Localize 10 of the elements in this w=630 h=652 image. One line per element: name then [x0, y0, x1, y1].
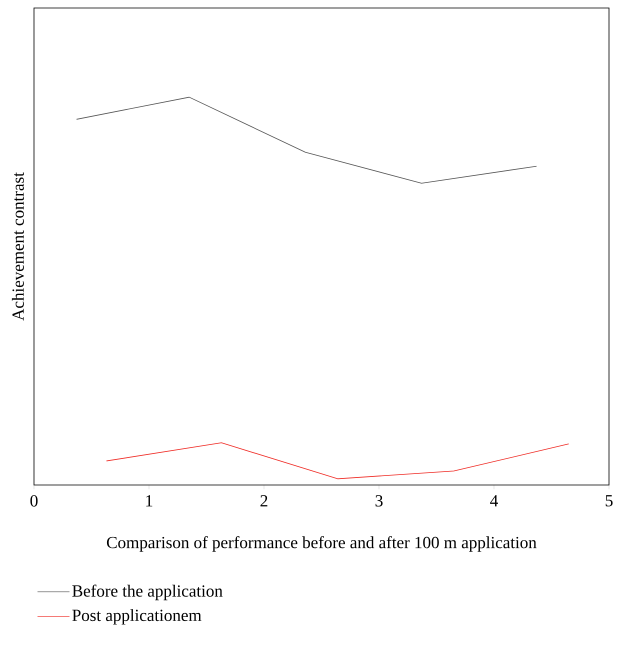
x-tick-label: 3: [376, 495, 383, 507]
x-tick-label: 1: [146, 495, 152, 506]
x-tick-label: 2: [260, 495, 268, 506]
x-axis-title: Comparison of performance before and after 100 m application: [106, 536, 537, 552]
x-tick-label: 0: [30, 495, 38, 507]
y-axis-title: Achievement contrast: [12, 172, 24, 321]
x-tick-label: 5: [606, 495, 613, 506]
legend-label: Post applicationem: [72, 609, 202, 625]
x-tick-label: 4: [490, 495, 498, 506]
legend-label: Before the application: [72, 584, 223, 600]
